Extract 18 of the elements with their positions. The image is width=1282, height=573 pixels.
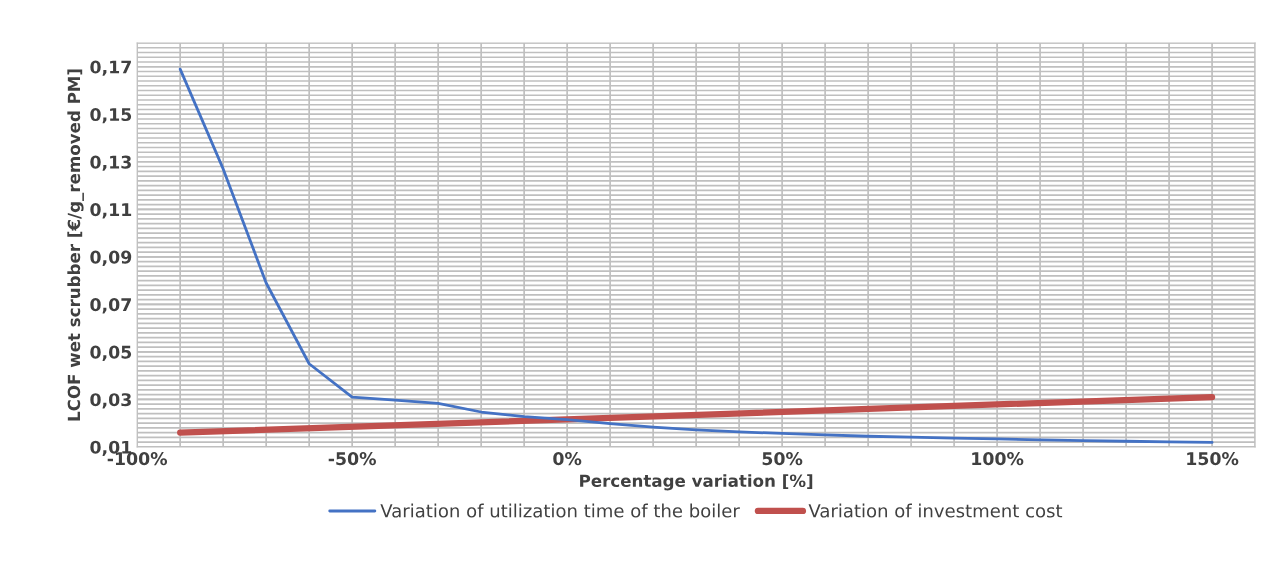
x-axis-title: Percentage variation [%] [580,474,813,491]
line-series [178,67,1214,444]
legend-label: Variation of utilization time of the boiler [380,503,740,518]
x-tick-label: 150% [1187,452,1239,466]
x-tick-label: 0% [553,452,582,466]
y-tick-label: 0,11 [90,203,132,219]
x-tick-label: -50% [328,452,376,466]
y-tick-label: 0,03 [90,393,131,409]
y-tick-label: 0,09 [90,250,132,266]
y-axis-title: LCOF wet scrubber [€/g_removed PM] [67,69,84,421]
x-tick-label: 50% [762,452,803,466]
y-tick-label: 0,13 [90,155,131,171]
x-tick-label: 100% [972,452,1024,466]
y-tick-label: 0,15 [90,107,132,124]
y-tick-label: 0,17 [90,60,131,76]
y-tick-label: 0,07 [90,298,131,314]
y-tick-label: 0,05 [90,345,132,361]
legend-label: Variation of investment cost [808,503,1063,518]
